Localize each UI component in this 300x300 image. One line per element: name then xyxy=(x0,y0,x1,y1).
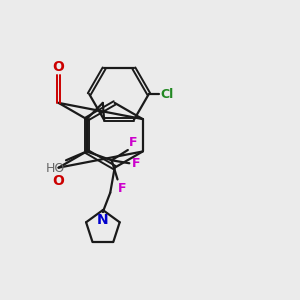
Text: Cl: Cl xyxy=(160,88,174,100)
Text: F: F xyxy=(132,157,140,170)
Text: F: F xyxy=(118,182,127,195)
Text: HO: HO xyxy=(45,162,64,175)
Text: O: O xyxy=(52,60,64,74)
Text: N: N xyxy=(97,213,109,227)
Text: F: F xyxy=(129,136,138,148)
Text: O: O xyxy=(52,174,64,188)
